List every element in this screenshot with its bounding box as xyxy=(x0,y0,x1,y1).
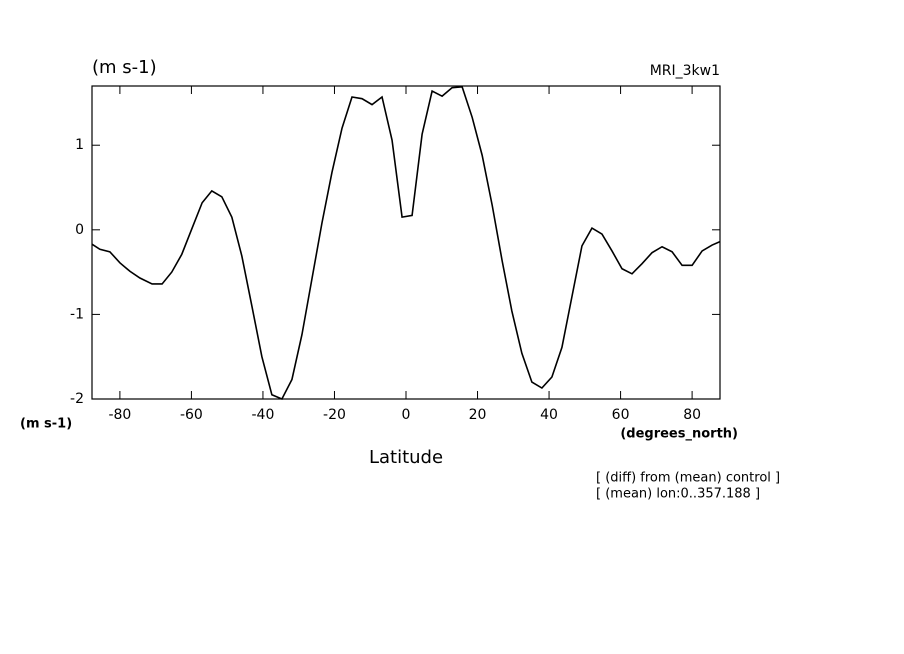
x-tick-label: 0 xyxy=(402,407,411,423)
x-tick-label: -40 xyxy=(252,407,275,423)
chart-title: (m s-1) xyxy=(92,57,157,78)
x-tick-label: 60 xyxy=(612,407,630,423)
x-tick-label: -80 xyxy=(108,407,131,423)
x-tick-label: 80 xyxy=(683,407,701,423)
y-tick-label: -1 xyxy=(70,306,84,322)
y-axis-label: (m s-1) xyxy=(20,417,72,432)
x-axis-unit: (degrees_north) xyxy=(620,427,738,442)
x-tick-label: -60 xyxy=(180,407,203,423)
annotation: [ (mean) lon:0..357.188 ] xyxy=(596,487,760,502)
x-tick-label: 40 xyxy=(540,407,558,423)
x-tick-label: 20 xyxy=(469,407,487,423)
data-line xyxy=(91,85,721,401)
x-tick-label: -20 xyxy=(323,407,346,423)
annotation: [ (diff) from (mean) control ] xyxy=(596,471,780,486)
y-tick-label: 0 xyxy=(75,222,84,238)
chart-subtitle: MRI_3kw1 xyxy=(650,63,720,79)
y-tick-label: -2 xyxy=(70,391,84,407)
x-axis-label: Latitude xyxy=(369,447,443,468)
y-tick-label: 1 xyxy=(75,137,84,153)
